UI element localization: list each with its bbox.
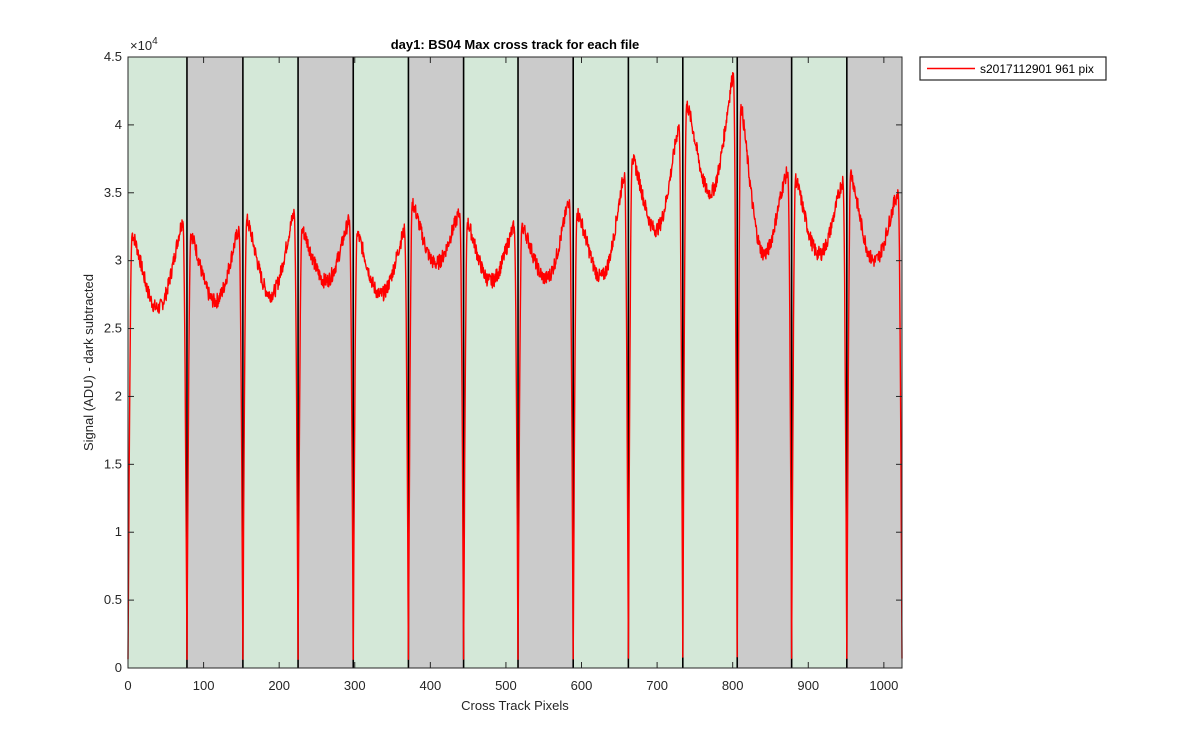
- x-tick-label-5: 500: [495, 678, 517, 693]
- y-tick-label-1: 0.5: [104, 592, 122, 607]
- y-exponent-label: ×104: [130, 36, 158, 53]
- y-tick-label-2: 1: [115, 524, 122, 539]
- band-5: [408, 57, 464, 668]
- y-tick-label-3: 1.5: [104, 456, 122, 471]
- y-tick-label-6: 3: [115, 253, 122, 268]
- x-tick-label-7: 700: [646, 678, 668, 693]
- series-layer: [127, 72, 903, 660]
- axes-box: [127, 56, 903, 669]
- band-4: [353, 57, 409, 668]
- band-13: [846, 57, 902, 668]
- chart-title: day1: BS04 Max cross track for each file: [391, 37, 640, 52]
- y-tick-label-9: 4.5: [104, 49, 122, 64]
- band-1: [186, 57, 243, 668]
- band-0: [128, 57, 187, 668]
- x-axis-label: Cross Track Pixels: [461, 698, 569, 713]
- y-tick-label-7: 3.5: [104, 185, 122, 200]
- y-tick-label-8: 4: [115, 117, 122, 132]
- y-tick-label-5: 2.5: [104, 321, 122, 336]
- y-tick-label-0: 0: [115, 660, 122, 675]
- legend-entry: s2017112901 961 pix: [980, 62, 1094, 76]
- band-12: [791, 57, 847, 668]
- band-10: [682, 57, 738, 668]
- x-tick-label-4: 400: [419, 678, 441, 693]
- y-axis-label: Signal (ADU) - dark subtracted: [81, 274, 96, 451]
- band-11: [737, 57, 792, 668]
- legend-box: [919, 56, 1107, 81]
- band-3: [298, 57, 354, 668]
- x-tick-label-10: 1000: [869, 678, 898, 693]
- x-tick-label-8: 800: [722, 678, 744, 693]
- band-9: [628, 57, 683, 668]
- x-tick-label-9: 900: [797, 678, 819, 693]
- band-8: [573, 57, 629, 668]
- y-axis: 0 0.5 1 1.5 2 2.5 3 3.5 4 4.5: [104, 49, 902, 675]
- x-tick-label-3: 300: [344, 678, 366, 693]
- x-axis: 0 100 200 300 400 500 600 700 800 900 1000: [124, 57, 898, 693]
- series-line-0: [127, 72, 903, 660]
- y-tick-label-4: 2: [115, 388, 122, 403]
- band-2: [242, 57, 299, 668]
- legend: s2017112901 961 pix: [919, 56, 1107, 81]
- band-7: [518, 57, 574, 668]
- x-tick-label-2: 200: [268, 678, 290, 693]
- background-bands: [128, 57, 902, 668]
- x-tick-label-0: 0: [124, 678, 131, 693]
- x-tick-label-6: 600: [571, 678, 593, 693]
- band-6: [463, 57, 519, 668]
- x-tick-label-1: 100: [193, 678, 215, 693]
